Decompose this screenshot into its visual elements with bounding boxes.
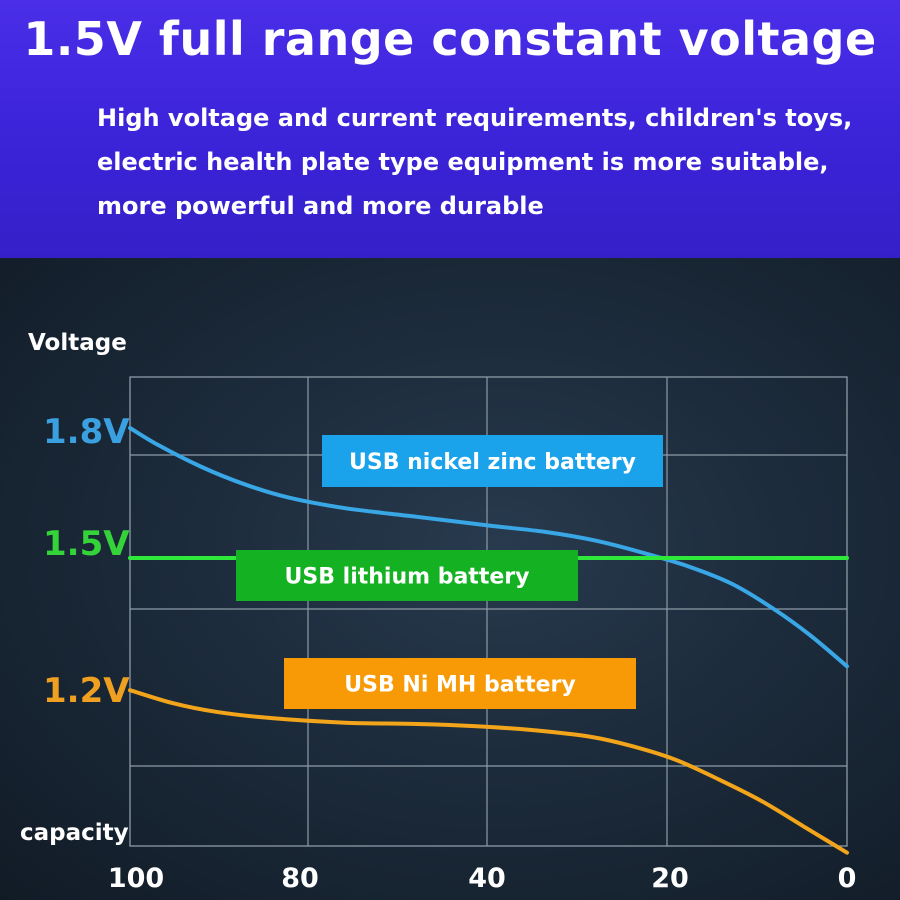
header-banner: 1.5V full range constant voltage High vo… [0,0,900,258]
description-line-3: more powerful and more durable [97,192,544,220]
x-tick-label: 80 [281,863,319,894]
series-label-usb-lithium-battery: USB lithium battery [285,565,530,590]
series-label-box-usb-lithium-battery [236,550,578,601]
plot-frame [129,376,848,847]
series-label-box-usb-nickel-zinc-battery [322,435,663,487]
x-tick-label: 40 [468,863,506,894]
description: High voltage and current requirements, c… [97,96,887,228]
chart-ticks: 1.8V 1.5V 1.2V 100 80 40 20 0 [43,412,856,894]
description-line-2: electric health plate type equipment is … [97,148,829,176]
chart-series-labels: USB nickel zinc battery USB lithium batte… [236,435,663,709]
chart-curves [128,426,849,855]
y-tick-label: 1.8V [43,412,130,452]
description-line-1: High voltage and current requirements, c… [97,104,853,132]
x-tick-label: 0 [838,863,857,894]
series-line-usb-ni-mh-battery [128,688,849,855]
series-line-usb-nickel-zinc-battery [128,426,849,669]
x-tick-label: 100 [108,863,164,894]
y-tick-label: 1.5V [43,524,130,564]
y-tick-label: 1.2V [43,671,130,711]
page-title: 1.5V full range constant voltage [23,12,877,66]
series-label-box-usb-ni-mh-battery [284,658,636,709]
x-axis-label: capacity [20,820,129,846]
x-tick-label: 20 [651,863,689,894]
series-label-usb-nickel-zinc-battery: USB nickel zinc battery [349,450,636,475]
series-label-usb-ni-mh-battery: USB Ni MH battery [344,673,575,698]
y-axis-label: Voltage [28,330,127,356]
